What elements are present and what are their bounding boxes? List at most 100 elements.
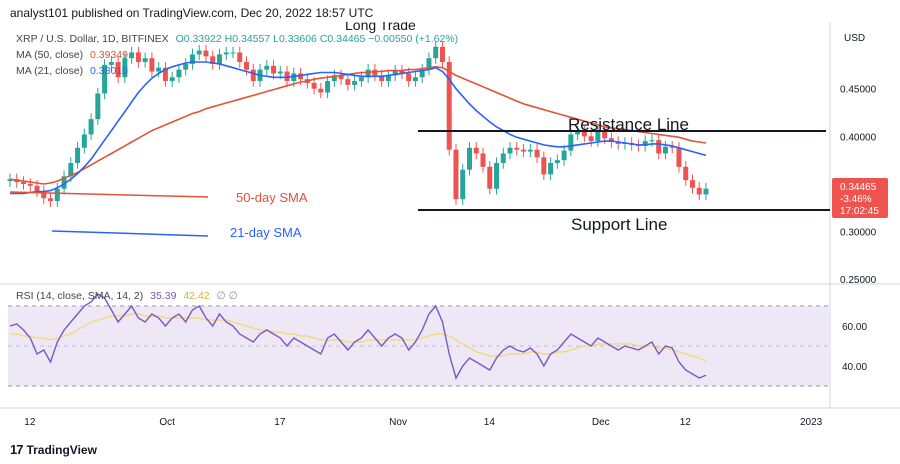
candle-body <box>406 73 412 82</box>
price-tick-label: 0.25000 <box>840 275 877 286</box>
candle-body <box>534 149 540 158</box>
brand-name[interactable]: TradingView <box>26 442 97 457</box>
candle-body <box>325 81 331 93</box>
rsi-legend-empty: ∅ ∅ <box>216 290 238 302</box>
candle-body <box>189 54 195 64</box>
publisher-header: analyst101 published on TradingView.com,… <box>10 6 374 20</box>
candle-body <box>108 62 114 65</box>
ma21-legend-label[interactable]: MA (21, close) <box>16 65 84 77</box>
candle-body <box>318 88 324 93</box>
time-tick-label: 12 <box>680 417 692 428</box>
candle-body <box>487 166 493 189</box>
candle-body <box>412 77 418 82</box>
candle-body <box>575 131 581 135</box>
ma50-legend-label[interactable]: MA (50, close) <box>16 49 84 61</box>
candle-body <box>75 147 81 164</box>
candle-body <box>662 146 668 154</box>
candle-body <box>602 131 608 139</box>
candle-body <box>433 46 439 59</box>
time-tick-label: 14 <box>484 417 496 428</box>
candle-body <box>703 188 709 195</box>
candle-body <box>372 69 378 76</box>
support-label: Support Line <box>571 215 667 234</box>
candle-body <box>210 56 216 64</box>
ma50-legend-value: 0.39349 <box>90 49 128 61</box>
candle-body <box>176 69 182 78</box>
candle-body <box>21 182 27 184</box>
time-tick-label: Oct <box>159 417 175 428</box>
ma21-legend-value: 0.38010 <box>90 65 128 77</box>
chart-canvas[interactable]: Long Trade 50-day SMA 21-day SMA Resista… <box>0 22 900 440</box>
rsi-line <box>9 293 707 380</box>
candle-body <box>162 67 168 82</box>
candle-body <box>149 58 155 72</box>
candle-body <box>331 75 337 82</box>
candle-body <box>379 75 385 82</box>
candle-body <box>34 185 40 192</box>
time-tick-label: 17 <box>274 417 286 428</box>
candle-body <box>507 147 513 154</box>
candle-body <box>135 52 141 63</box>
legend-symbol-row: XRP / U.S. Dollar, 1D, BITFINEX O0.33922… <box>16 33 462 45</box>
time-tick-label: 2023 <box>800 417 823 428</box>
candle-body <box>439 46 445 63</box>
symbol-label[interactable]: XRP / U.S. Dollar, 1D, BITFINEX <box>16 33 169 45</box>
candle-body <box>338 75 344 80</box>
candle-body <box>41 191 47 199</box>
candle-body <box>588 136 594 142</box>
candle-body <box>250 69 256 82</box>
last-price-value: 0.34465 <box>840 182 877 193</box>
candle-body <box>669 146 675 148</box>
price-tick-label: 0.30000 <box>840 228 877 239</box>
candle-body <box>27 183 33 186</box>
currency-label: USD <box>844 33 865 44</box>
candle-body <box>399 70 405 74</box>
rsi-legend-value: 35.39 <box>150 290 177 302</box>
candle-body <box>122 58 128 78</box>
candle-body <box>548 163 554 175</box>
candle-body <box>595 131 601 142</box>
bar-countdown: 17:02:45 <box>840 206 879 217</box>
time-axis[interactable]: 12 Oct 17 Nov 14 Dec 12 2023 <box>24 417 822 428</box>
candle-body <box>466 147 472 170</box>
candle-body <box>608 138 614 143</box>
candle-body <box>7 179 13 182</box>
candle-body <box>676 147 682 167</box>
candle-body <box>230 52 236 54</box>
candle-body <box>68 163 74 177</box>
candle-body <box>446 62 452 150</box>
candle-body <box>521 149 527 152</box>
candle-body <box>500 153 506 164</box>
candle-body <box>581 131 587 137</box>
candle-body <box>358 77 364 82</box>
footer: 17 TradingView <box>10 442 97 457</box>
rsi-tick-label: 40.00 <box>842 362 867 373</box>
candle-body <box>392 70 398 76</box>
candle-body <box>88 119 94 135</box>
candle-body <box>345 79 351 85</box>
candle-body <box>129 52 135 59</box>
time-tick-label: Nov <box>389 417 407 428</box>
candle-body <box>426 58 432 70</box>
candle-body <box>541 157 547 175</box>
time-tick-label: 12 <box>24 417 36 428</box>
candle-body <box>115 62 121 78</box>
candle-body <box>183 63 189 70</box>
rsi-axis[interactable]: 60.00 40.00 <box>842 322 867 373</box>
price-tick-label: 0.40000 <box>840 132 877 143</box>
candle-body <box>244 62 250 70</box>
sma50-arrow-line <box>9 191 209 198</box>
ma21-line <box>10 61 707 195</box>
candle-body <box>419 69 425 78</box>
last-price-badge <box>832 178 888 218</box>
legend-ma50-row: MA (50, close) 0.39349 <box>16 49 132 61</box>
long-trade-label: Long Trade <box>345 22 416 33</box>
rsi-sma-legend-value: 42.42 <box>183 290 210 302</box>
rsi-legend-label[interactable]: RSI (14, close, SMA, 14, 2) <box>16 290 144 302</box>
candle-body <box>61 176 67 189</box>
candle-body <box>223 52 229 55</box>
candle-body <box>683 166 689 181</box>
candle-body <box>615 142 621 144</box>
candlestick-series <box>7 41 709 207</box>
candle-body <box>365 69 371 78</box>
